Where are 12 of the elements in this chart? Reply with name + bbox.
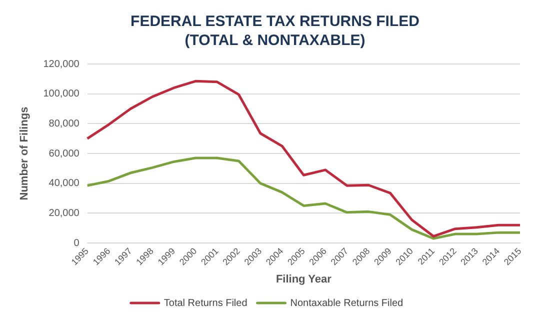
x-axis-title: Filing Year: [276, 273, 332, 286]
y-tick-label: 20,000: [48, 208, 80, 219]
y-tick-label: 80,000: [48, 118, 80, 130]
y-tick-label: 120,000: [43, 58, 80, 70]
y-axis-title: Number of Filings: [18, 106, 31, 200]
legend-label: Total Returns Filed: [164, 298, 248, 309]
chart-title: FEDERAL ESTATE TAX RETURNS FILED (TOTAL & NONTAXABLE): [130, 12, 420, 50]
y-tick-label: 40,000: [48, 178, 80, 190]
y-tick-label: 0: [74, 238, 80, 249]
legend-label: Nontaxable Returns Filed: [290, 298, 404, 309]
y-tick-label: 100,000: [43, 88, 80, 100]
y-tick-label: 60,000: [48, 148, 80, 160]
